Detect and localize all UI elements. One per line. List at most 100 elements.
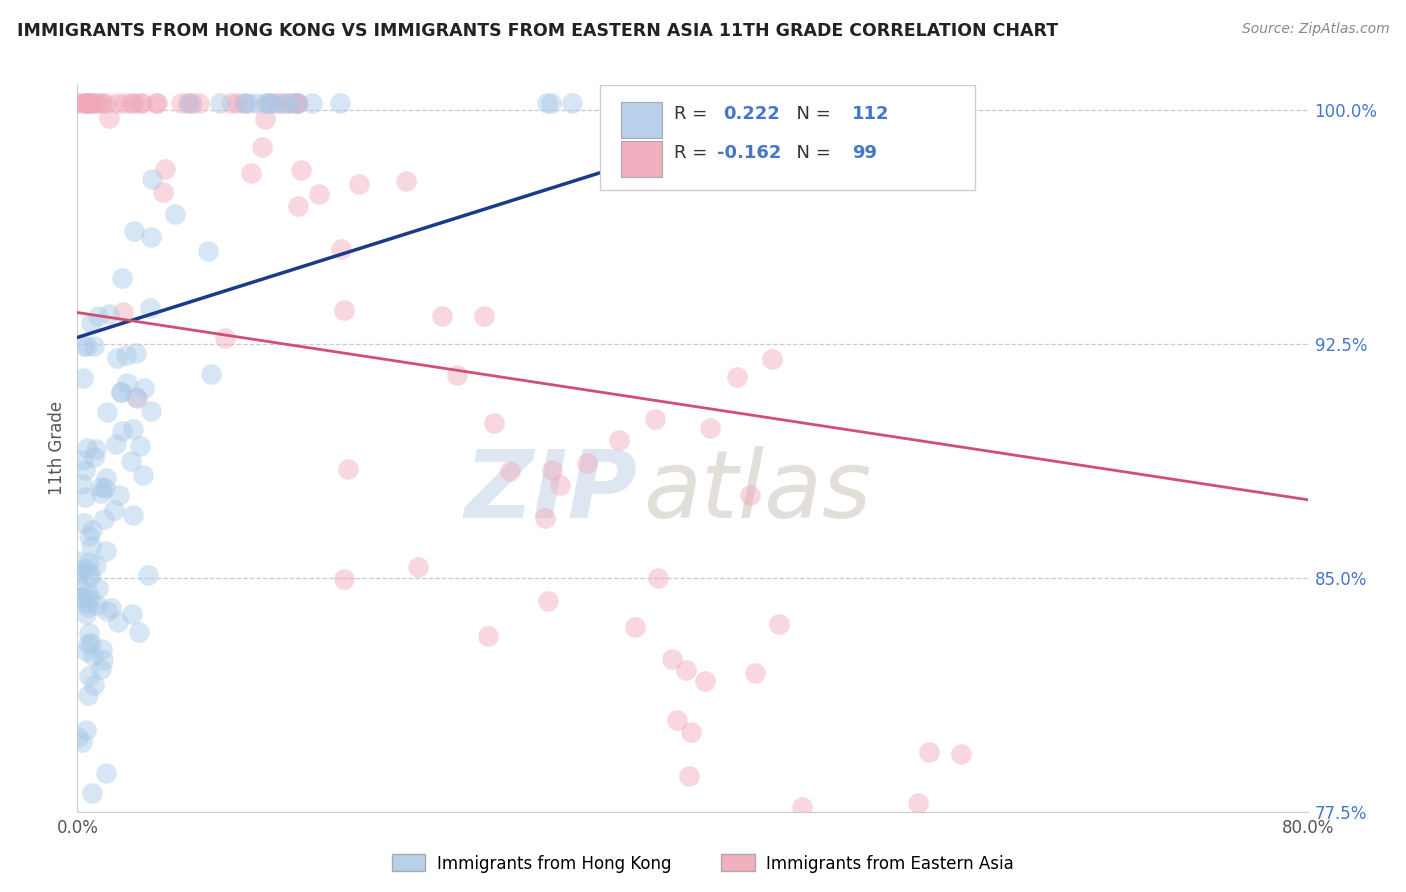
Point	[77, 529, 100, 543]
Point	[90, 96, 112, 111]
Point	[949, 747, 972, 761]
Point	[738, 488, 761, 502]
Point	[94, 481, 117, 495]
Point	[80, 96, 103, 111]
Point	[70, 590, 93, 604]
Point	[77, 668, 100, 682]
Point	[79, 567, 101, 582]
Point	[96, 471, 118, 485]
Point	[122, 508, 145, 522]
Point	[70, 590, 93, 604]
Point	[644, 412, 666, 426]
Point	[675, 663, 697, 677]
Point	[260, 96, 283, 111]
Point	[83, 678, 105, 692]
Point	[121, 607, 143, 621]
Point	[76, 96, 98, 111]
Point	[232, 96, 254, 111]
Point	[236, 96, 259, 111]
Point	[79, 570, 101, 584]
Point	[107, 615, 129, 629]
Point	[129, 439, 152, 453]
Point	[76, 96, 98, 111]
Point	[163, 207, 186, 221]
Point	[70, 734, 93, 748]
Point	[329, 96, 352, 111]
Point	[90, 663, 112, 677]
Point	[254, 96, 277, 111]
Point	[576, 456, 599, 470]
Point	[110, 385, 132, 400]
Point	[80, 635, 103, 649]
Point	[67, 581, 90, 595]
Point	[96, 96, 118, 111]
Point	[839, 844, 862, 858]
Legend: Immigrants from Hong Kong, Immigrants from Eastern Asia: Immigrants from Hong Kong, Immigrants fr…	[385, 847, 1021, 880]
Point	[499, 464, 522, 478]
Point	[87, 581, 110, 595]
Point	[115, 348, 138, 362]
Point	[287, 198, 309, 212]
Y-axis label: 11th Grade: 11th Grade	[48, 401, 66, 495]
Point	[336, 462, 359, 476]
Point	[482, 416, 505, 430]
Point	[347, 178, 370, 192]
Point	[665, 713, 688, 727]
Text: 112: 112	[852, 105, 890, 123]
Point	[253, 112, 276, 126]
Point	[107, 488, 129, 502]
Point	[225, 96, 247, 111]
Point	[136, 568, 159, 582]
Point	[79, 626, 101, 640]
Point	[69, 564, 91, 578]
Point	[245, 96, 267, 111]
Point	[477, 629, 499, 643]
Text: -0.162: -0.162	[717, 145, 782, 162]
Point	[790, 800, 813, 814]
Point	[77, 637, 100, 651]
Point	[699, 420, 721, 434]
Point	[75, 490, 97, 504]
Point	[131, 96, 153, 111]
Point	[918, 745, 941, 759]
FancyBboxPatch shape	[600, 85, 976, 190]
Point	[994, 817, 1017, 831]
Point	[80, 524, 103, 538]
Point	[301, 96, 323, 111]
Point	[122, 224, 145, 238]
Text: atlas: atlas	[644, 446, 872, 537]
Point	[179, 96, 201, 111]
Point	[66, 731, 89, 745]
Point	[274, 96, 297, 111]
Point	[763, 96, 786, 111]
Point	[80, 786, 103, 800]
Point	[761, 352, 783, 367]
Point	[67, 96, 90, 111]
Point	[259, 96, 281, 111]
Point	[73, 339, 96, 353]
Point	[768, 617, 790, 632]
Point	[1067, 890, 1090, 892]
Point	[75, 562, 97, 576]
Point	[661, 652, 683, 666]
Point	[90, 486, 112, 500]
Point	[75, 96, 97, 111]
Point	[536, 594, 558, 608]
Point	[266, 96, 288, 111]
Point	[290, 162, 312, 177]
Point	[744, 665, 766, 680]
Point	[83, 339, 105, 353]
Point	[82, 648, 104, 663]
Point	[153, 162, 176, 177]
Point	[208, 96, 231, 111]
Point	[96, 405, 118, 419]
Point	[77, 585, 100, 599]
Point	[67, 553, 90, 567]
Point	[122, 96, 145, 111]
Point	[87, 309, 110, 323]
Text: N =: N =	[785, 105, 837, 123]
Point	[115, 376, 138, 390]
Point	[284, 96, 307, 111]
Point	[287, 96, 309, 111]
Point	[548, 477, 571, 491]
